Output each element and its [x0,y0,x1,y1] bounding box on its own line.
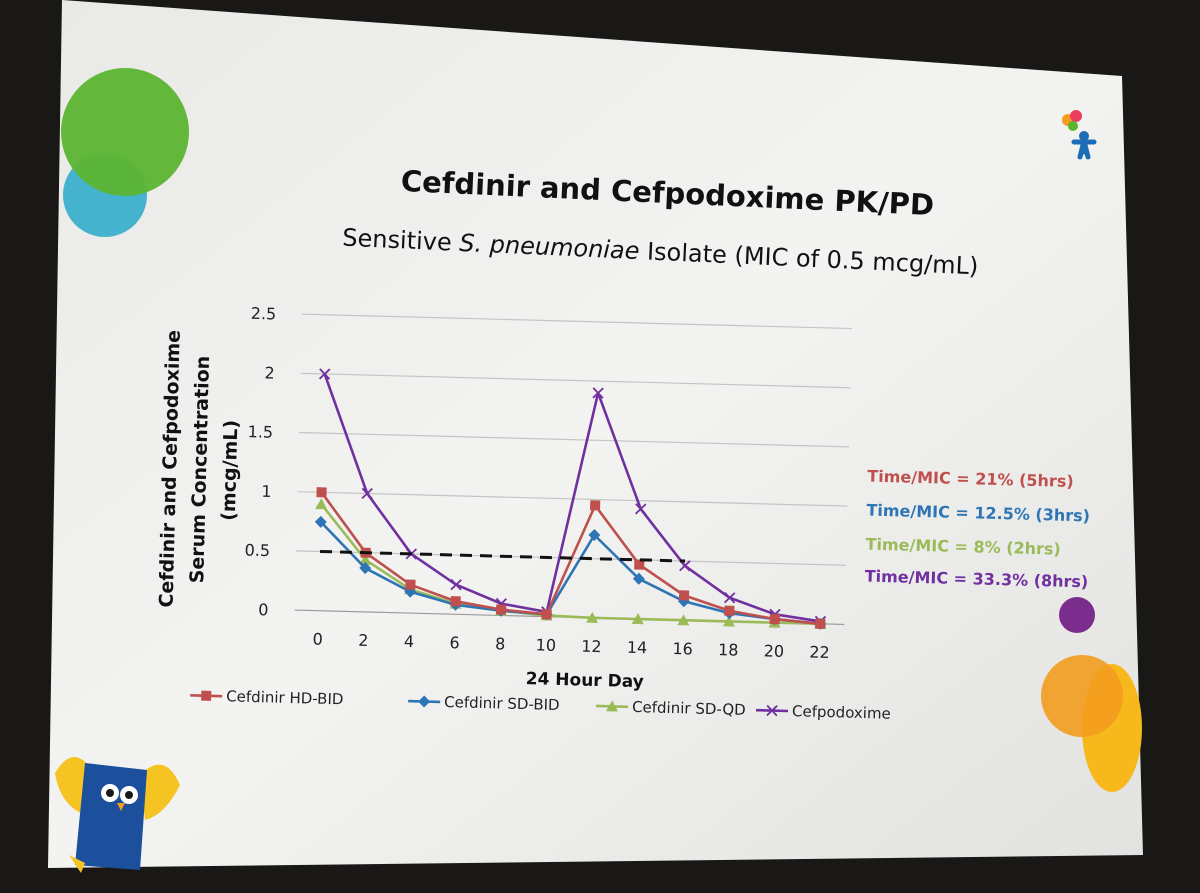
circle-cluster-top-left-icon [61,68,189,237]
y-tick-label: 0 [258,600,269,619]
legend-item: Cefdinir SD-BID [408,693,560,714]
data-point [495,604,507,615]
mic-line-layer [319,549,686,563]
legend-label: Cefdinir SD-BID [444,693,560,714]
child-balloons-logo-icon [1062,110,1097,160]
x-tick-label: 2 [358,631,369,650]
legend-label: Cefdinir HD-BID [226,687,344,708]
series-cefdinir-hd-bid [316,487,826,629]
data-point [359,553,372,565]
data-point [678,590,690,601]
circle-cluster-bottom-right-icon [1041,597,1142,792]
data-point [318,368,331,380]
data-point [359,562,372,575]
x-axis-label: 24 Hour Day [525,669,644,692]
pk-line-chart: 0 0.5 1 1.5 2 2.5 0 2 4 6 8 10 12 14 16 18 20 22 24 Hour… [156,304,892,723]
data-point [769,613,780,625]
y-tick-label: 2 [264,363,275,382]
mic-threshold-line [319,549,686,563]
data-point [592,387,604,399]
legend-marker [605,700,618,712]
x-tick-label: 6 [449,633,460,652]
gridline [300,372,851,389]
series-cefpodoxime [318,368,827,628]
data-point [634,559,645,570]
data-point [314,515,327,528]
x-tick-label: 14 [627,638,648,658]
x-tick-label: 0 [312,630,323,649]
x-tick-labels: 0 2 4 6 8 10 12 14 16 18 20 22 [312,630,830,663]
legend-item: Cefpodoxime [755,702,891,723]
data-point [586,611,599,623]
legend-label: Cefpodoxime [792,702,891,723]
subtitle-prefix: Sensitive [342,224,460,257]
series-line [323,373,821,623]
data-point [815,618,826,629]
data-point [315,498,328,510]
gridline [302,313,853,330]
legend-marker [418,695,431,708]
series-line [320,491,821,626]
data-point [361,487,373,500]
legend-item: Cefdinir HD-BID [190,687,344,708]
x-tick-label: 12 [581,637,602,657]
y-axis-label-line3: (mcg/mL) [218,420,243,521]
series-layer [314,368,827,630]
series-line [320,503,821,626]
legend-marker [201,690,212,701]
x-tick-label: 22 [809,643,830,663]
data-point [677,614,690,626]
x-tick-label: 10 [535,635,556,655]
data-point [632,572,645,585]
x-tick-label: 16 [672,639,693,659]
data-point [590,500,601,511]
projection-surface [48,0,1143,868]
data-point [541,609,552,620]
data-point [724,605,735,616]
x-tick-label: 18 [718,640,739,660]
series-line [319,521,821,626]
data-point [588,528,601,541]
x-tick-label: 4 [404,632,415,651]
y-tick-label: 1 [261,482,272,501]
y-tick-labels: 0 0.5 1 1.5 2 2.5 [244,304,277,620]
legend-label: Cefdinir SD-QD [632,698,746,719]
data-point [450,596,461,607]
y-tick-label: 1.5 [247,422,273,442]
legend-marker [766,704,778,717]
data-point [722,615,735,627]
data-point [450,578,462,591]
legend: Cefdinir HD-BID Cefdinir SD-BID Cefdinir S… [190,687,891,723]
owl-mascot-icon [55,756,180,873]
legend-item: Cefdinir SD-QD [596,698,746,719]
data-point [631,613,644,625]
x-tick-label: 20 [764,641,785,661]
data-point [634,503,647,515]
data-point [316,487,327,498]
y-tick-label: 2.5 [251,304,277,324]
data-point [723,592,736,604]
gridline [299,431,849,448]
y-tick-label: 0.5 [244,541,270,561]
data-point [405,579,416,590]
x-tick-label: 8 [495,634,506,653]
